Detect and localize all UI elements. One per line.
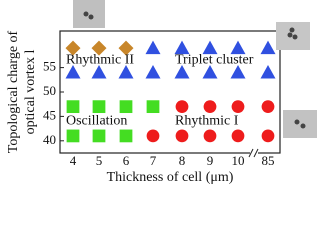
- x-tick-label: 10: [232, 153, 245, 168]
- y-tick-label: 40: [43, 132, 56, 147]
- data-point: [92, 100, 106, 114]
- data-point: [65, 64, 81, 79]
- x-tick-label: 4: [70, 153, 77, 168]
- data-point: [202, 64, 218, 79]
- data-point: [66, 100, 80, 114]
- region-label: Triplet cluster: [175, 52, 254, 67]
- x-tick-label: 85: [262, 153, 275, 168]
- x-tick-label: 7: [150, 153, 157, 168]
- data-point: [260, 40, 276, 55]
- data-point: [119, 129, 133, 143]
- data-point: [145, 64, 161, 79]
- data-point: [230, 40, 246, 55]
- data-point: [92, 129, 106, 143]
- data-point: [261, 100, 275, 114]
- region-label: Oscillation: [66, 113, 127, 128]
- chart: Thickness of cell (μm) Topological charg…: [6, 0, 317, 185]
- data-point: [231, 100, 245, 114]
- data-point: [261, 129, 275, 143]
- x-tick-label: 5: [96, 153, 103, 168]
- data-point: [91, 40, 107, 56]
- axis-break: [248, 148, 259, 158]
- data-point: [118, 64, 134, 79]
- data-point: [146, 129, 160, 143]
- data-point: [230, 64, 246, 79]
- data-point: [65, 40, 81, 56]
- data-point: [66, 129, 80, 143]
- micrograph: [73, 0, 317, 138]
- x-tick-label: 6: [123, 153, 130, 168]
- x-axis-label: Thickness of cell (μm): [107, 170, 234, 185]
- data-point: [174, 40, 190, 55]
- data-point: [118, 40, 134, 56]
- data-point: [203, 100, 217, 114]
- data-point: [175, 100, 189, 114]
- data-point: [175, 129, 189, 143]
- data-point: [174, 64, 190, 79]
- region-label: Rhythmic I: [175, 113, 239, 128]
- region-label: Rhythmic II: [66, 52, 134, 67]
- x-tick-label: 9: [207, 153, 214, 168]
- data-point: [202, 40, 218, 55]
- y-tick-label: 45: [43, 107, 56, 122]
- data-point: [145, 40, 161, 55]
- y-axis-label: Topological charge of: [6, 30, 21, 153]
- y-axis-label: optical vortex l: [23, 50, 38, 135]
- data-point: [146, 100, 160, 114]
- x-tick-label: 8: [179, 153, 186, 168]
- data-point: [231, 129, 245, 143]
- data-point: [203, 129, 217, 143]
- y-tick-label: 55: [43, 59, 56, 74]
- y-tick-label: 50: [43, 83, 56, 98]
- data-point: [119, 100, 133, 114]
- data-point: [91, 64, 107, 79]
- data-point: [260, 64, 276, 79]
